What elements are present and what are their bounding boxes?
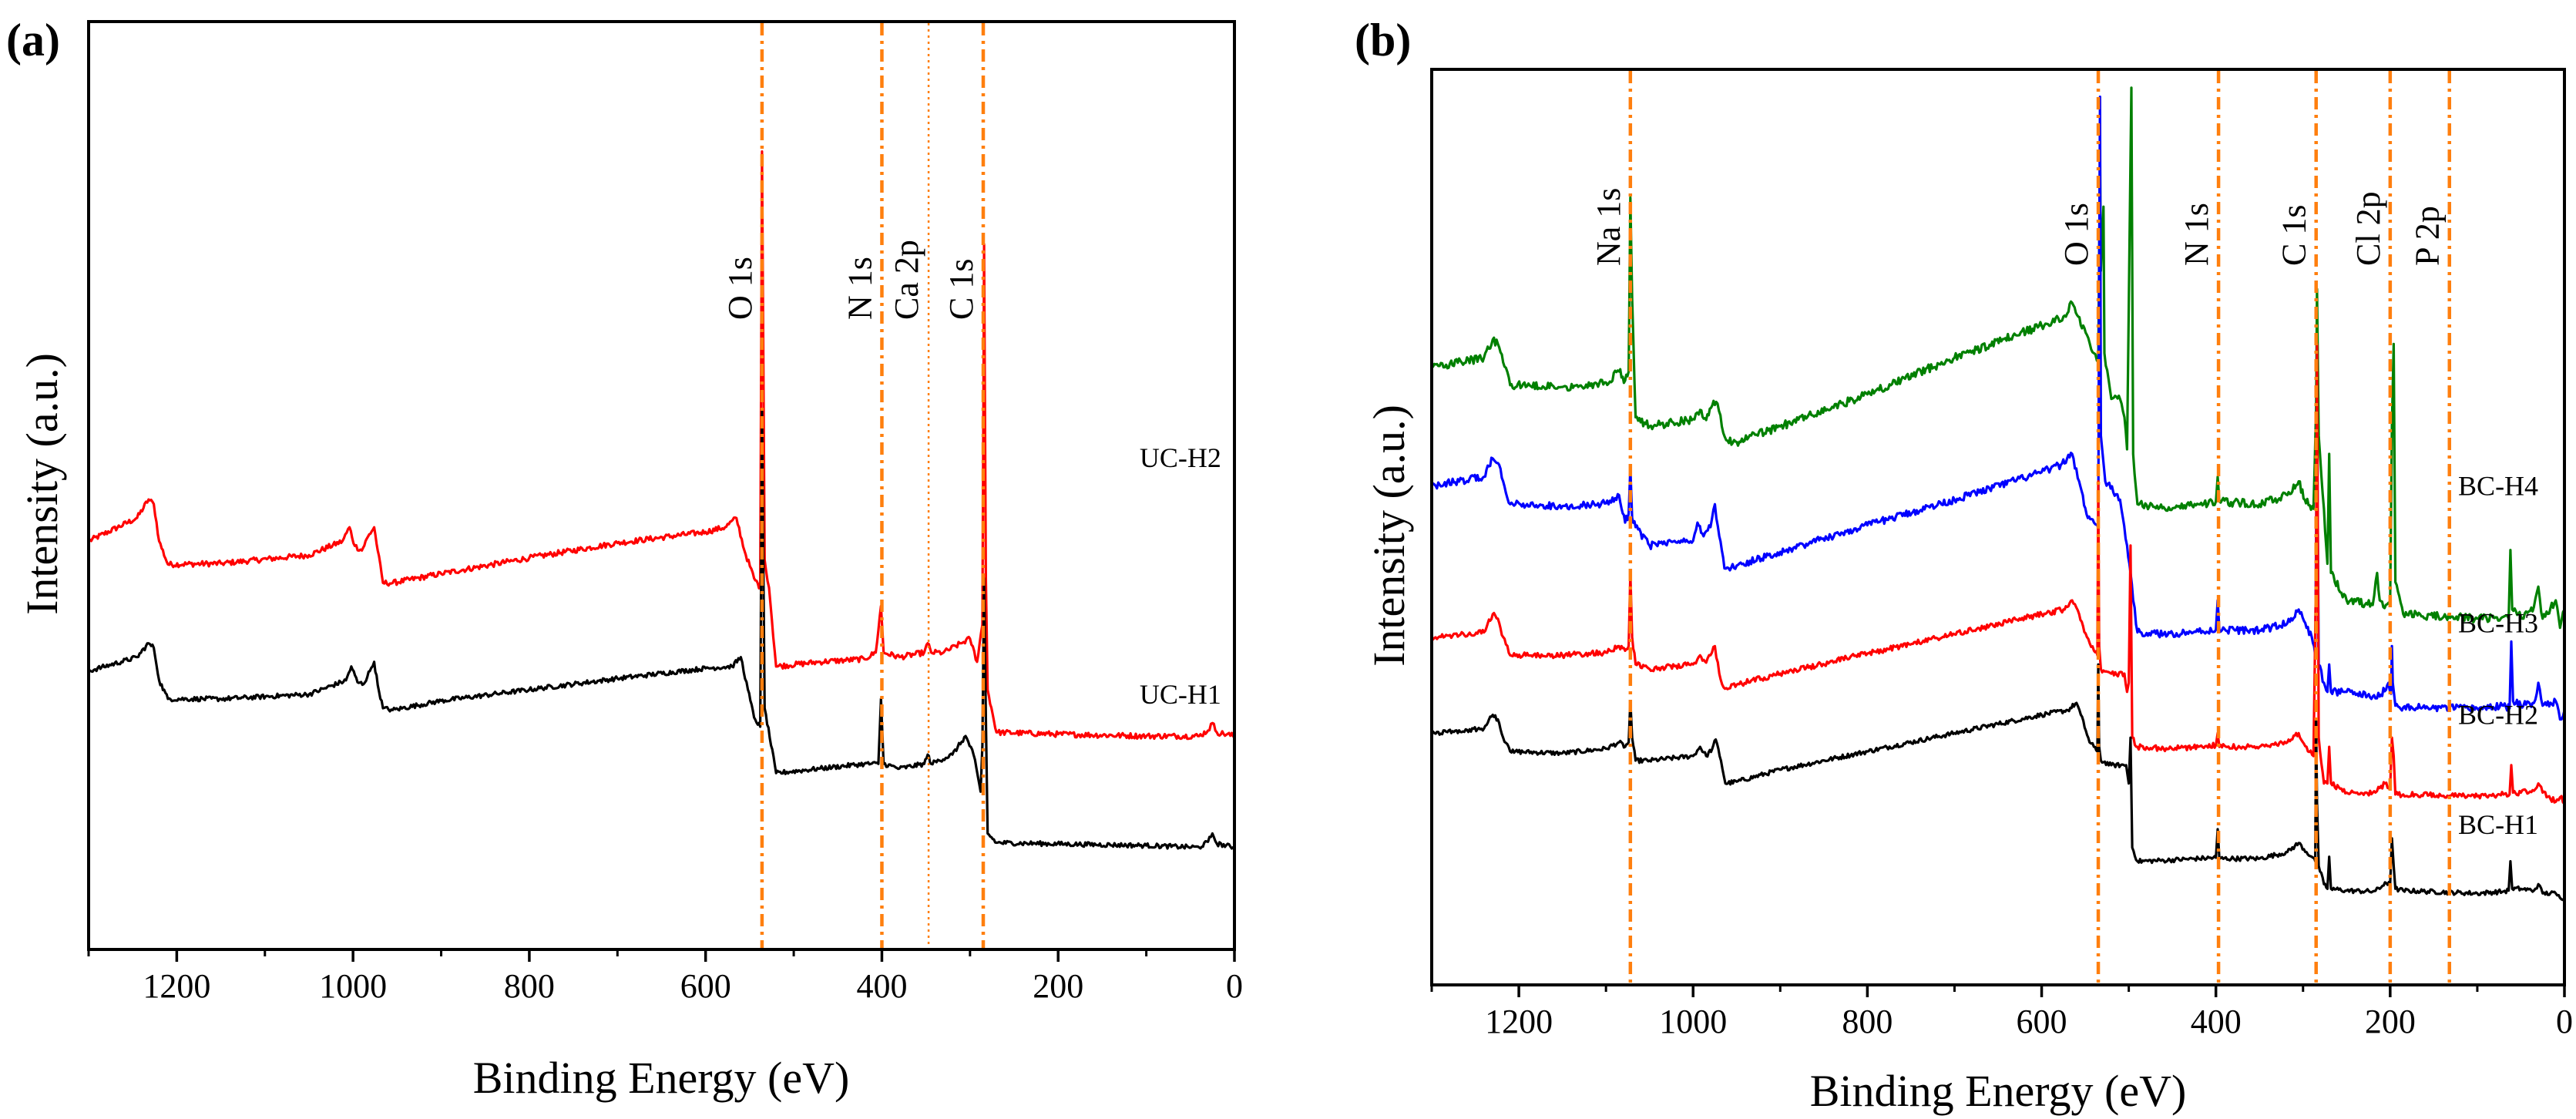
- panel-b-peak-label-p-2p: P 2p: [2409, 206, 2447, 266]
- panel-b-series-bc-h2: [1430, 342, 2565, 804]
- panel-b-x-tick-label-1200: 1200: [1485, 1003, 1553, 1040]
- panel-a-x-axis-label: Binding Energy (eV): [473, 1053, 850, 1103]
- panel-b-x-axis-label: Binding Energy (eV): [1810, 1066, 2187, 1116]
- panel-b-x-tick-label-400: 400: [2191, 1003, 2242, 1040]
- panel-b-series-bc-h1: [1430, 663, 2566, 902]
- panel-b-peak-label-na-1s: Na 1s: [1590, 188, 1627, 266]
- panel-a-peak-label-c-1s: C 1s: [942, 259, 980, 320]
- panel-a-series-uc-h2: [87, 150, 1235, 741]
- panel-a-x-tick-label-200: 200: [1033, 967, 1083, 1005]
- panel-a-plot-frame: [87, 20, 1236, 951]
- panel-b-y-axis-label: Intensity (a.u.): [1364, 405, 1414, 667]
- panel-a-x-tick-label-1200: 1200: [143, 967, 210, 1005]
- panel-b-peak-label-n-1s: N 1s: [2178, 203, 2215, 266]
- panel-a-y-axis-label: Intensity (a.u.): [17, 353, 67, 615]
- panel-b-peak-label-c-1s: C 1s: [2275, 205, 2313, 266]
- panel-b-peak-label-cl-2p: Cl 2p: [2349, 191, 2387, 266]
- panel-b-plot-frame: [1430, 68, 2566, 986]
- panel-b-series-label-bc-h4: BC-H4: [2458, 470, 2538, 501]
- panel-a-letter: (a): [6, 15, 60, 66]
- panel-b-x-tick-label-800: 800: [1842, 1003, 1893, 1040]
- panel-b-series-label-bc-h3: BC-H3: [2458, 608, 2538, 639]
- panel-a: (a) UC-H2 UC-H1 O 1s N 1s Ca 2p C 1s 1200 100…: [6, 15, 1243, 1103]
- panel-a-series-label-uc-h1: UC-H1: [1140, 679, 1221, 710]
- panel-a-peak-label-ca-2p: Ca 2p: [888, 240, 925, 320]
- panel-b-series-bc-h3: [1430, 96, 2566, 721]
- panel-a-x-tick-label-600: 600: [680, 967, 731, 1005]
- panel-b-series-label-bc-h2: BC-H2: [2458, 699, 2538, 730]
- panel-b-x-tick-label-0: 0: [2556, 1003, 2573, 1040]
- panel-b: (b) BC-H4 BC-H3 BC-H2 BC-H1 Na 1s O 1s N 1s C …: [1355, 15, 2573, 1116]
- panel-b-x-tick-label-200: 200: [2365, 1003, 2416, 1040]
- panel-a-x-tick-label-800: 800: [504, 967, 555, 1005]
- panel-b-series-bc-h4: [1431, 86, 2566, 630]
- panel-b-peak-label-o-1s: O 1s: [2057, 203, 2095, 266]
- panel-b-series-label-bc-h1: BC-H1: [2458, 809, 2538, 840]
- panel-a-series-label-uc-h2: UC-H2: [1140, 442, 1221, 473]
- panel-b-x-tick-label-600: 600: [2017, 1003, 2067, 1040]
- panel-b-letter: (b): [1355, 15, 1411, 66]
- panel-a-x-tick-label-1000: 1000: [319, 967, 387, 1005]
- panel-a-peak-label-n-1s: N 1s: [841, 257, 878, 320]
- panel-b-x-tick-label-1000: 1000: [1659, 1003, 1727, 1040]
- panel-a-peak-label-o-1s: O 1s: [721, 257, 759, 320]
- panel-a-x-tick-label-400: 400: [856, 967, 907, 1005]
- panel-a-x-tick-label-0: 0: [1226, 967, 1243, 1005]
- panel-a-series-uc-h1: [88, 410, 1235, 850]
